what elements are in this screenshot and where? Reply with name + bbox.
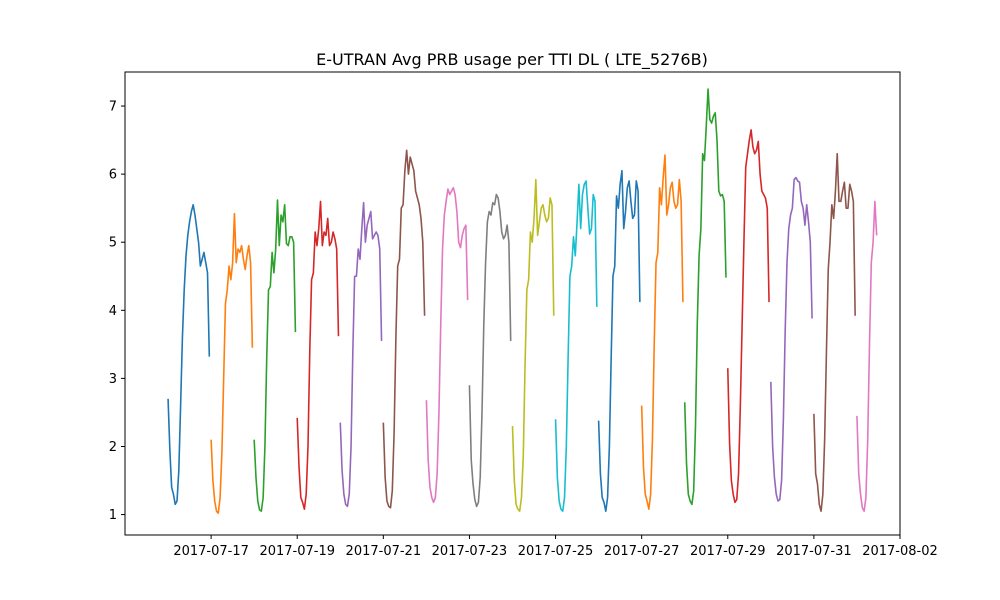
y-tick-label: 6 [109, 168, 117, 183]
series-line-4 [296, 200, 340, 510]
series-line-16 [813, 152, 856, 512]
series-line-3 [253, 199, 297, 512]
x-tick-label: 2017-07-25 [518, 544, 594, 559]
axes: 1 2 3 4 5 6 7 2017-07-17 2017-07-19 2017-07-21 201… [109, 71, 938, 559]
y-tick-label: 3 [109, 372, 117, 387]
series-line-13 [683, 88, 727, 506]
series-line-12 [640, 154, 684, 510]
series-layer [167, 88, 878, 515]
x-tick-label: 2017-07-23 [432, 544, 508, 559]
y-tick-label: 2 [109, 440, 117, 455]
plot-frame [124, 71, 901, 536]
chart-title: E-UTRAN Avg PRB usage per TTI DL ( LTE_5… [316, 50, 708, 70]
series-line-5 [339, 201, 383, 508]
y-tick-label: 7 [109, 100, 117, 115]
series-line-10 [554, 180, 598, 512]
y-tick-label: 1 [109, 508, 117, 523]
x-tick-label: 2017-07-17 [173, 544, 249, 559]
series-line-17 [856, 200, 878, 512]
series-line-8 [468, 193, 512, 508]
y-tick-label: 5 [109, 236, 117, 251]
series-line-9 [511, 178, 555, 512]
series-line-15 [770, 176, 813, 502]
x-tick-label: 2017-07-21 [346, 544, 422, 559]
x-tick-label: 2017-08-02 [862, 544, 938, 559]
x-tick-label: 2017-07-29 [690, 544, 766, 559]
y-tick-label: 4 [109, 304, 117, 319]
series-line-11 [597, 169, 641, 512]
series-line-1 [167, 203, 211, 506]
series-line-14 [726, 129, 770, 504]
x-tick-label: 2017-07-31 [776, 544, 852, 559]
x-tick-label: 2017-07-27 [604, 544, 680, 559]
series-line-6 [382, 149, 426, 509]
x-tick-label: 2017-07-19 [259, 544, 335, 559]
series-line-7 [425, 186, 469, 504]
series-line-2 [210, 212, 254, 515]
